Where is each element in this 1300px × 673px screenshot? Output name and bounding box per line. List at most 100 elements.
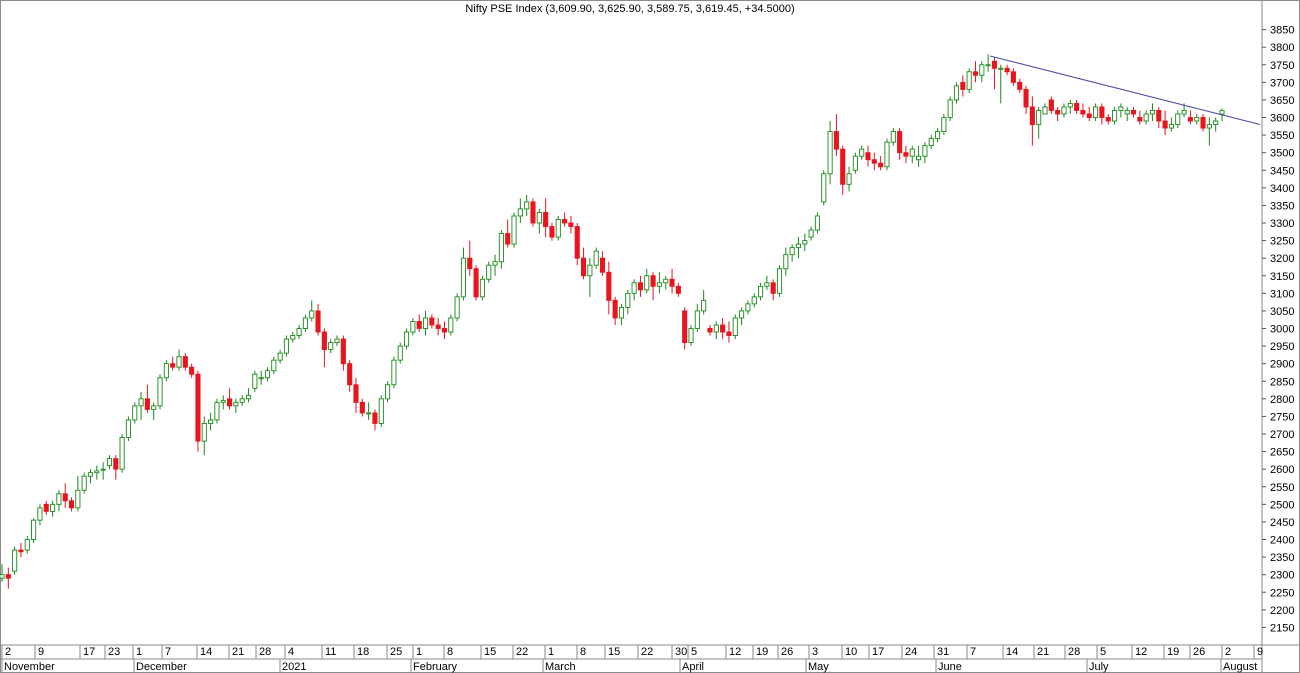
candle-body xyxy=(903,152,909,157)
candle-body xyxy=(656,282,662,287)
candle xyxy=(347,360,353,392)
x-day-tick-label: 31 xyxy=(937,646,949,658)
candle xyxy=(56,490,62,512)
candle xyxy=(979,61,985,83)
candle-body xyxy=(770,282,776,294)
candle-body xyxy=(189,366,195,375)
candle-body xyxy=(56,493,62,505)
candle-body xyxy=(1017,81,1023,90)
candle xyxy=(637,275,643,297)
candle xyxy=(18,543,24,558)
candle-body xyxy=(208,419,214,424)
candle-body xyxy=(467,257,473,270)
candle xyxy=(467,240,473,276)
candle xyxy=(568,215,574,234)
candle xyxy=(922,142,928,164)
x-day-tick-label: 1 xyxy=(548,646,554,658)
x-month-label: June xyxy=(938,661,962,673)
candle-body xyxy=(878,162,884,168)
candle xyxy=(1137,110,1143,125)
candle xyxy=(1099,103,1105,125)
candle xyxy=(739,307,745,325)
candle xyxy=(271,356,277,375)
candle xyxy=(1061,103,1067,118)
x-day-tick-label: 8 xyxy=(580,646,586,658)
candle-body xyxy=(669,278,675,287)
x-axis: 2 9 17 23 1 7 14 21 28 4 11 18 25 1 8 15 22 1 8 15 22 30 5 12 19… xyxy=(0,644,1300,673)
candle xyxy=(1086,106,1092,122)
candle-body xyxy=(18,549,24,553)
candle-body xyxy=(1055,110,1061,115)
candle-body xyxy=(1023,88,1029,108)
y-tick-label: 2350 xyxy=(1270,552,1294,564)
candle xyxy=(890,128,896,146)
candle xyxy=(296,324,302,340)
candle-body xyxy=(1004,67,1010,73)
x-day-tick-label: 22 xyxy=(641,646,653,658)
candle-body xyxy=(296,328,302,336)
candle-body xyxy=(245,394,252,400)
candle-body xyxy=(31,519,37,540)
candle xyxy=(1118,103,1124,118)
candle-body xyxy=(277,352,283,361)
candle-body xyxy=(340,338,346,365)
candle-body xyxy=(1080,110,1086,115)
candle xyxy=(991,57,997,90)
x-day-tick-label: 14 xyxy=(1006,646,1018,658)
x-month-label: 2021 xyxy=(282,661,306,673)
x-day-tick-label: 9 xyxy=(1257,646,1263,658)
candle-body xyxy=(1194,117,1200,122)
candle xyxy=(953,82,960,104)
candle-body xyxy=(404,331,410,347)
candle xyxy=(909,145,915,164)
candle-body xyxy=(151,405,157,410)
candle-body xyxy=(739,310,745,319)
candle-body xyxy=(441,328,448,333)
candle xyxy=(720,317,726,340)
candle xyxy=(562,212,568,227)
x-month-label: November xyxy=(4,661,55,673)
candle-body xyxy=(871,159,877,164)
candle xyxy=(871,152,877,171)
y-tick-label: 2400 xyxy=(1270,535,1294,547)
candle-body xyxy=(486,264,492,280)
x-day-tick-label: 7 xyxy=(165,646,171,658)
candle xyxy=(852,152,858,174)
candle xyxy=(353,377,359,413)
candle-body xyxy=(549,226,555,238)
candle-body xyxy=(675,285,681,294)
candle-body xyxy=(890,131,896,143)
candle xyxy=(195,370,201,452)
x-day-tick-label: 10 xyxy=(845,646,857,658)
y-tick-label: 2550 xyxy=(1270,482,1294,494)
x-day-tick-label: 5 xyxy=(1100,646,1106,658)
candle xyxy=(277,349,283,364)
candle-body xyxy=(5,574,11,579)
candle-body xyxy=(688,328,694,344)
candle xyxy=(947,96,953,122)
candle-body xyxy=(593,250,599,266)
x-day-tick-label: 17 xyxy=(83,646,95,658)
candle-body xyxy=(1162,120,1168,129)
candle xyxy=(378,395,384,427)
candle xyxy=(928,135,934,150)
candle-body xyxy=(1156,110,1162,122)
x-day-tick-label: 15 xyxy=(484,646,496,658)
candle-body xyxy=(909,148,915,157)
y-tick-label: 2200 xyxy=(1270,605,1294,617)
candle xyxy=(795,237,802,259)
candle-body xyxy=(157,377,163,407)
candle-body xyxy=(1124,110,1130,115)
candle xyxy=(119,434,125,473)
candle-body xyxy=(1042,106,1048,115)
candle xyxy=(486,261,492,283)
trendline-layer xyxy=(989,55,1261,126)
candle xyxy=(764,275,770,290)
candle-body xyxy=(1175,113,1181,125)
candle-body xyxy=(776,268,783,294)
candle xyxy=(473,265,479,301)
trendline xyxy=(989,55,1261,126)
candle-body xyxy=(372,412,378,424)
candle-body xyxy=(599,257,606,273)
candle-series xyxy=(0,54,1225,589)
